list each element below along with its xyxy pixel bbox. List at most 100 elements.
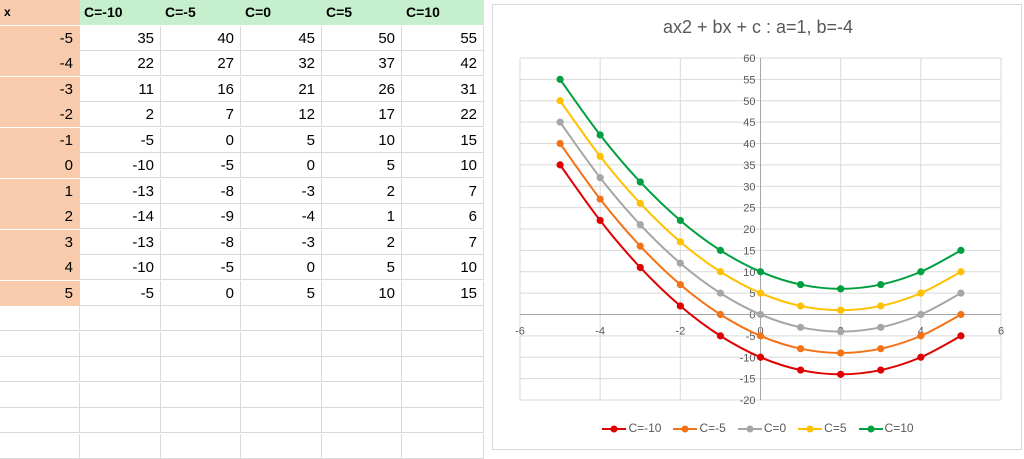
value-cell[interactable]: 10: [402, 153, 484, 178]
legend-item[interactable]: C=10: [858, 421, 914, 435]
chart[interactable]: ax2 + bx + c : a=1, b=-4 -20 -15 -10 -5 0 5 10…: [492, 4, 1022, 450]
empty-cell[interactable]: [322, 306, 402, 331]
value-cell[interactable]: -14: [80, 204, 161, 229]
empty-cell[interactable]: [161, 382, 241, 408]
value-cell[interactable]: 16: [161, 76, 241, 102]
value-cell[interactable]: 22: [80, 51, 161, 76]
value-cell[interactable]: -10: [80, 255, 161, 280]
value-cell[interactable]: 2: [322, 229, 402, 255]
value-cell[interactable]: 21: [241, 76, 322, 102]
value-cell[interactable]: -5: [80, 280, 161, 306]
value-cell[interactable]: 31: [402, 76, 484, 102]
empty-cell[interactable]: [402, 382, 484, 408]
empty-cell[interactable]: [80, 433, 161, 459]
value-cell[interactable]: 15: [402, 127, 484, 153]
x-value-cell[interactable]: 1: [0, 178, 80, 204]
value-cell[interactable]: -3: [241, 178, 322, 204]
header-series[interactable]: C=-10: [80, 0, 161, 25]
value-cell[interactable]: -13: [80, 178, 161, 204]
value-cell[interactable]: 45: [241, 25, 322, 51]
header-series[interactable]: C=10: [402, 0, 484, 25]
value-cell[interactable]: -5: [161, 255, 241, 280]
value-cell[interactable]: 10: [322, 280, 402, 306]
empty-cell[interactable]: [402, 433, 484, 459]
legend-item[interactable]: C=-10: [602, 421, 661, 435]
value-cell[interactable]: -13: [80, 229, 161, 255]
value-cell[interactable]: 12: [241, 102, 322, 127]
value-cell[interactable]: 35: [80, 25, 161, 51]
empty-cell[interactable]: [402, 331, 484, 357]
value-cell[interactable]: -4: [241, 204, 322, 229]
legend-item[interactable]: C=0: [737, 421, 786, 435]
value-cell[interactable]: 5: [241, 280, 322, 306]
empty-cell[interactable]: [241, 357, 322, 382]
x-value-cell[interactable]: -2: [0, 102, 80, 127]
value-cell[interactable]: 7: [161, 102, 241, 127]
empty-cell[interactable]: [0, 357, 80, 382]
empty-cell[interactable]: [161, 306, 241, 331]
value-cell[interactable]: 11: [80, 76, 161, 102]
empty-cell[interactable]: [161, 433, 241, 459]
empty-cell[interactable]: [322, 382, 402, 408]
value-cell[interactable]: 5: [322, 153, 402, 178]
header-x[interactable]: x: [0, 0, 80, 25]
empty-cell[interactable]: [241, 408, 322, 433]
value-cell[interactable]: 17: [322, 102, 402, 127]
value-cell[interactable]: -5: [80, 127, 161, 153]
empty-cell[interactable]: [322, 331, 402, 357]
empty-cell[interactable]: [0, 331, 80, 357]
value-cell[interactable]: 0: [241, 255, 322, 280]
value-cell[interactable]: 0: [161, 127, 241, 153]
value-cell[interactable]: 5: [241, 127, 322, 153]
empty-cell[interactable]: [80, 357, 161, 382]
value-cell[interactable]: 5: [322, 255, 402, 280]
x-value-cell[interactable]: -5: [0, 25, 80, 51]
header-series[interactable]: C=-5: [161, 0, 241, 25]
legend-item[interactable]: C=5: [798, 421, 847, 435]
legend-item[interactable]: C=-5: [673, 421, 726, 435]
x-value-cell[interactable]: -4: [0, 51, 80, 76]
x-value-cell[interactable]: -1: [0, 127, 80, 153]
value-cell[interactable]: -8: [161, 178, 241, 204]
value-cell[interactable]: 15: [402, 280, 484, 306]
x-value-cell[interactable]: -3: [0, 76, 80, 102]
value-cell[interactable]: 55: [402, 25, 484, 51]
value-cell[interactable]: 1: [322, 204, 402, 229]
value-cell[interactable]: -5: [161, 153, 241, 178]
empty-cell[interactable]: [80, 408, 161, 433]
x-value-cell[interactable]: 4: [0, 255, 80, 280]
x-value-cell[interactable]: 3: [0, 229, 80, 255]
value-cell[interactable]: 42: [402, 51, 484, 76]
value-cell[interactable]: 0: [241, 153, 322, 178]
value-cell[interactable]: 27: [161, 51, 241, 76]
x-value-cell[interactable]: 5: [0, 280, 80, 306]
empty-cell[interactable]: [0, 408, 80, 433]
empty-cell[interactable]: [0, 433, 80, 459]
value-cell[interactable]: 37: [322, 51, 402, 76]
empty-cell[interactable]: [322, 408, 402, 433]
value-cell[interactable]: 6: [402, 204, 484, 229]
value-cell[interactable]: 40: [161, 25, 241, 51]
value-cell[interactable]: 2: [80, 102, 161, 127]
value-cell[interactable]: 2: [322, 178, 402, 204]
value-cell[interactable]: 10: [322, 127, 402, 153]
value-cell[interactable]: 7: [402, 178, 484, 204]
header-series[interactable]: C=5: [322, 0, 402, 25]
value-cell[interactable]: -9: [161, 204, 241, 229]
value-cell[interactable]: -10: [80, 153, 161, 178]
empty-cell[interactable]: [80, 331, 161, 357]
value-cell[interactable]: 32: [241, 51, 322, 76]
empty-cell[interactable]: [80, 306, 161, 331]
empty-cell[interactable]: [161, 408, 241, 433]
empty-cell[interactable]: [241, 306, 322, 331]
value-cell[interactable]: 0: [161, 280, 241, 306]
empty-cell[interactable]: [80, 382, 161, 408]
empty-cell[interactable]: [322, 357, 402, 382]
header-series[interactable]: C=0: [241, 0, 322, 25]
value-cell[interactable]: 10: [402, 255, 484, 280]
empty-cell[interactable]: [161, 331, 241, 357]
empty-cell[interactable]: [402, 408, 484, 433]
value-cell[interactable]: 7: [402, 229, 484, 255]
x-value-cell[interactable]: 0: [0, 153, 80, 178]
empty-cell[interactable]: [0, 382, 80, 408]
